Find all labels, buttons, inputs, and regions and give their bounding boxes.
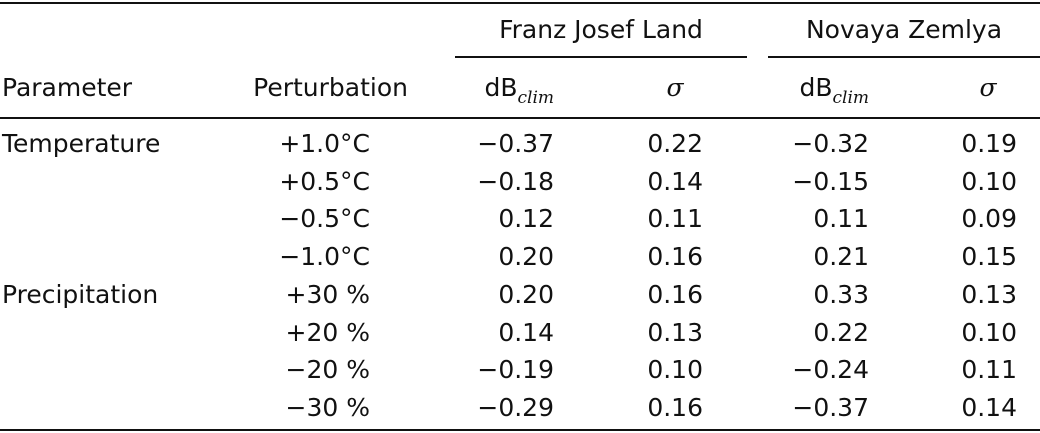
column-header-nz-sigma: σ <box>979 73 997 102</box>
clim-subscript: clim <box>517 88 554 108</box>
cell-perturbation: +30 % <box>285 280 370 309</box>
cell-fjl-db-clim: −0.19 <box>477 355 554 384</box>
cell-nz-db-clim: 0.22 <box>813 318 869 347</box>
cell-perturbation: +0.5°C <box>279 167 370 196</box>
column-header-fjl-db-clim: dBclim <box>420 73 554 108</box>
cell-nz-sigma: 0.10 <box>961 318 1017 347</box>
cell-nz-sigma: 0.19 <box>961 129 1017 158</box>
top-rule <box>0 2 1040 4</box>
column-header-fjl-sigma: σ <box>666 73 684 102</box>
cell-perturbation: −0.5°C <box>279 204 370 233</box>
cell-fjl-sigma: 0.10 <box>647 355 703 384</box>
cell-parameter: Precipitation <box>2 280 159 309</box>
cell-perturbation: +20 % <box>285 318 370 347</box>
cell-fjl-sigma: 0.13 <box>647 318 703 347</box>
cell-nz-db-clim: −0.24 <box>792 355 869 384</box>
cell-fjl-db-clim: −0.29 <box>477 393 554 422</box>
group-header-franz-josef-land: Franz Josef Land <box>499 15 703 44</box>
db-label: dB <box>484 73 518 102</box>
db-label: dB <box>799 73 833 102</box>
column-header-perturbation: Perturbation <box>253 73 408 102</box>
cell-fjl-db-clim: −0.37 <box>477 129 554 158</box>
cell-fjl-db-clim: 0.14 <box>498 318 554 347</box>
cell-nz-db-clim: 0.21 <box>813 242 869 271</box>
franz-josef-land-group-rule <box>455 56 747 58</box>
cell-perturbation: −20 % <box>285 355 370 384</box>
cell-nz-db-clim: −0.15 <box>792 167 869 196</box>
cell-fjl-sigma: 0.22 <box>647 129 703 158</box>
cell-nz-sigma: 0.10 <box>961 167 1017 196</box>
cell-perturbation: +1.0°C <box>279 129 370 158</box>
cell-nz-db-clim: 0.33 <box>813 280 869 309</box>
cell-nz-sigma: 0.15 <box>961 242 1017 271</box>
bottom-rule <box>0 429 1040 431</box>
cell-nz-sigma: 0.11 <box>961 355 1017 384</box>
group-header-novaya-zemlya: Novaya Zemlya <box>805 15 1003 44</box>
cell-parameter: Temperature <box>2 129 161 158</box>
cell-fjl-db-clim: 0.20 <box>498 242 554 271</box>
cell-fjl-sigma: 0.16 <box>647 242 703 271</box>
cell-nz-db-clim: −0.32 <box>792 129 869 158</box>
cell-fjl-sigma: 0.16 <box>647 280 703 309</box>
cell-nz-sigma: 0.09 <box>961 204 1017 233</box>
cell-nz-sigma: 0.13 <box>961 280 1017 309</box>
novaya-zemlya-group-rule <box>768 56 1040 58</box>
cell-fjl-db-clim: −0.18 <box>477 167 554 196</box>
column-header-nz-db-clim: dBclim <box>735 73 869 108</box>
cell-perturbation: −30 % <box>285 393 370 422</box>
cell-fjl-sigma: 0.11 <box>647 204 703 233</box>
cell-perturbation: −1.0°C <box>279 242 370 271</box>
cell-fjl-db-clim: 0.12 <box>498 204 554 233</box>
cell-fjl-sigma: 0.16 <box>647 393 703 422</box>
cell-nz-db-clim: −0.37 <box>792 393 869 422</box>
cell-fjl-sigma: 0.14 <box>647 167 703 196</box>
cell-nz-db-clim: 0.11 <box>813 204 869 233</box>
header-rule <box>0 117 1040 119</box>
cell-nz-sigma: 0.14 <box>961 393 1017 422</box>
clim-subscript: clim <box>832 88 869 108</box>
column-header-parameter: Parameter <box>2 73 133 102</box>
cell-fjl-db-clim: 0.20 <box>498 280 554 309</box>
